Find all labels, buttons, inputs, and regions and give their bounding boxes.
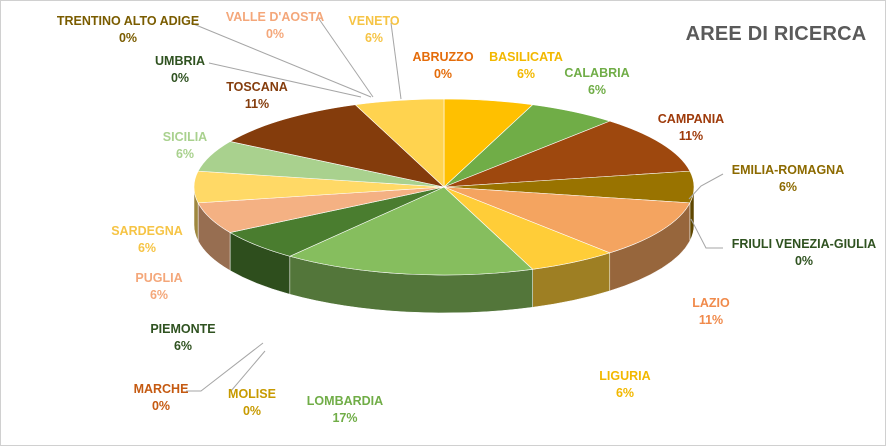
data-label-friuli-venezia-giulia: FRIULI VENEZIA-GIULIA 0% — [732, 237, 876, 268]
slice-campania — [443, 120, 691, 188]
data-label-calabria: CALABRIA 6% — [564, 66, 629, 97]
data-label-piemonte: PIEMONTE 6% — [150, 322, 215, 353]
leader-line-emilia-romagna — [688, 173, 724, 200]
data-label-sardegna: SARDEGNA 6% — [111, 224, 183, 255]
data-label-emilia-romagna: EMILIA-ROMAGNA 6% — [732, 163, 845, 194]
data-label-puglia: PUGLIA 6% — [135, 271, 182, 302]
leader-line-molise — [230, 350, 266, 392]
leader-lines — [186, 18, 724, 392]
data-label-marche: MARCHE 0% — [134, 382, 189, 413]
slice-veneto — [354, 98, 445, 188]
slice-toscana — [229, 104, 446, 188]
data-label-liguria: LIGURIA 6% — [599, 369, 650, 400]
leader-line-umbria — [208, 62, 362, 98]
data-label-valle-d-aosta: VALLE D'AOSTA 0% — [226, 10, 324, 41]
data-label-lazio: LAZIO 11% — [692, 296, 730, 327]
leader-line-marche — [186, 342, 264, 392]
leader-line-friuli-venezia-giulia — [690, 218, 723, 249]
leader-line-trentino-alto-adige — [190, 22, 372, 98]
data-label-campania: CAMPANIA 11% — [658, 112, 724, 143]
leader-line-veneto — [390, 22, 402, 100]
data-label-umbria: UMBRIA 0% — [155, 54, 205, 85]
data-label-lombardia: LOMBARDIA 17% — [307, 394, 383, 425]
slice-lazio — [443, 186, 691, 254]
slice-lombardia — [288, 186, 534, 276]
data-label-sicilia: SICILIA 6% — [163, 130, 207, 161]
leader-line-valle-d-aosta — [318, 18, 374, 98]
data-label-veneto: VENETO 6% — [348, 14, 399, 45]
data-label-molise: MOLISE 0% — [228, 387, 276, 418]
data-label-basilicata: BASILICATA 6% — [489, 50, 563, 81]
data-label-toscana: TOSCANA 11% — [226, 80, 288, 111]
data-label-abruzzo: ABRUZZO 0% — [412, 50, 473, 81]
chart-title: AREE DI RICERCA — [685, 23, 867, 45]
data-label-trentino-alto-adige: TRENTINO ALTO ADIGE 0% — [57, 14, 199, 45]
data-labels: ABRUZZO 0% BASILICATA 6% CALABRIA 6% CAMPANIA 1… — [57, 10, 876, 425]
pie-top — [193, 98, 695, 276]
